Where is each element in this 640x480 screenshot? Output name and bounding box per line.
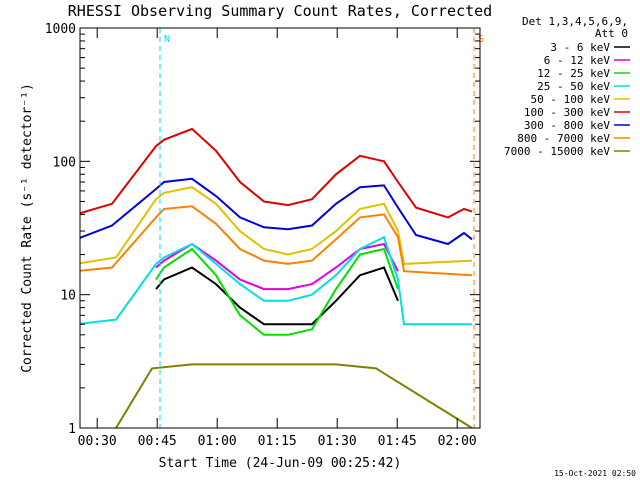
series-lines (80, 127, 473, 428)
x-axis-label: Start Time (24-Jun-09 00:25:42) (159, 456, 402, 471)
x-tick-label: 00:45 (138, 434, 177, 449)
series-line-7 (80, 177, 473, 246)
x-tick-label: 02:00 (438, 434, 477, 449)
series-line-1 (155, 266, 399, 326)
x-axis: 00:30 00:45 01:00 01:15 01:30 01:45 02:00 (78, 28, 477, 449)
annotation-label-1: N (164, 34, 170, 45)
chart-title: RHESSI Observing Summary Count Rates, Co… (68, 2, 492, 20)
x-tick-label: 00:30 (78, 434, 117, 449)
plot-marks (80, 127, 473, 428)
legend-label: 7000 - 15000 keV (504, 145, 610, 158)
y-tick-label: 10 (60, 289, 76, 304)
x-tick-label: 01:45 (378, 434, 417, 449)
legend-header-line-2: Att 0 (595, 27, 628, 40)
series-line-3 (155, 247, 399, 336)
series-line-6 (80, 127, 473, 219)
annotation-label-2: S (478, 34, 484, 45)
legend-label: 50 - 100 keV (531, 93, 611, 106)
series-line-9 (115, 363, 473, 428)
y-tick-label: 1000 (45, 22, 76, 37)
y-tick-label: 1 (68, 422, 76, 437)
legend-label: 25 - 50 keV (537, 80, 610, 93)
series-line-8 (80, 205, 473, 277)
y-axis-label: Corrected Count Rate (s⁻¹ detector⁻¹) (20, 83, 35, 373)
footer-timestamp: 15-Oct-2021 02:50 (554, 469, 636, 478)
x-tick-label: 01:00 (198, 434, 237, 449)
x-tick-label: 01:30 (318, 434, 357, 449)
legend-label: 12 - 25 keV (537, 67, 610, 80)
legend-label: 100 - 300 keV (524, 106, 610, 119)
series-line-4 (80, 235, 472, 326)
y-axis: 1 10 100 1000 (45, 22, 480, 437)
series-line-5 (80, 186, 473, 265)
legend-label: 300 - 800 keV (524, 119, 610, 132)
legend-header-line-1: Det 1,3,4,5,6,9, (522, 15, 628, 28)
legend-label: 800 - 7000 keV (517, 132, 610, 145)
legend-label: 3 - 6 keV (550, 41, 610, 54)
y-tick-label: 100 (53, 155, 76, 170)
plot-frame (79, 27, 481, 429)
legend-label: 6 - 12 keV (544, 54, 611, 67)
x-tick-label: 01:15 (258, 434, 297, 449)
